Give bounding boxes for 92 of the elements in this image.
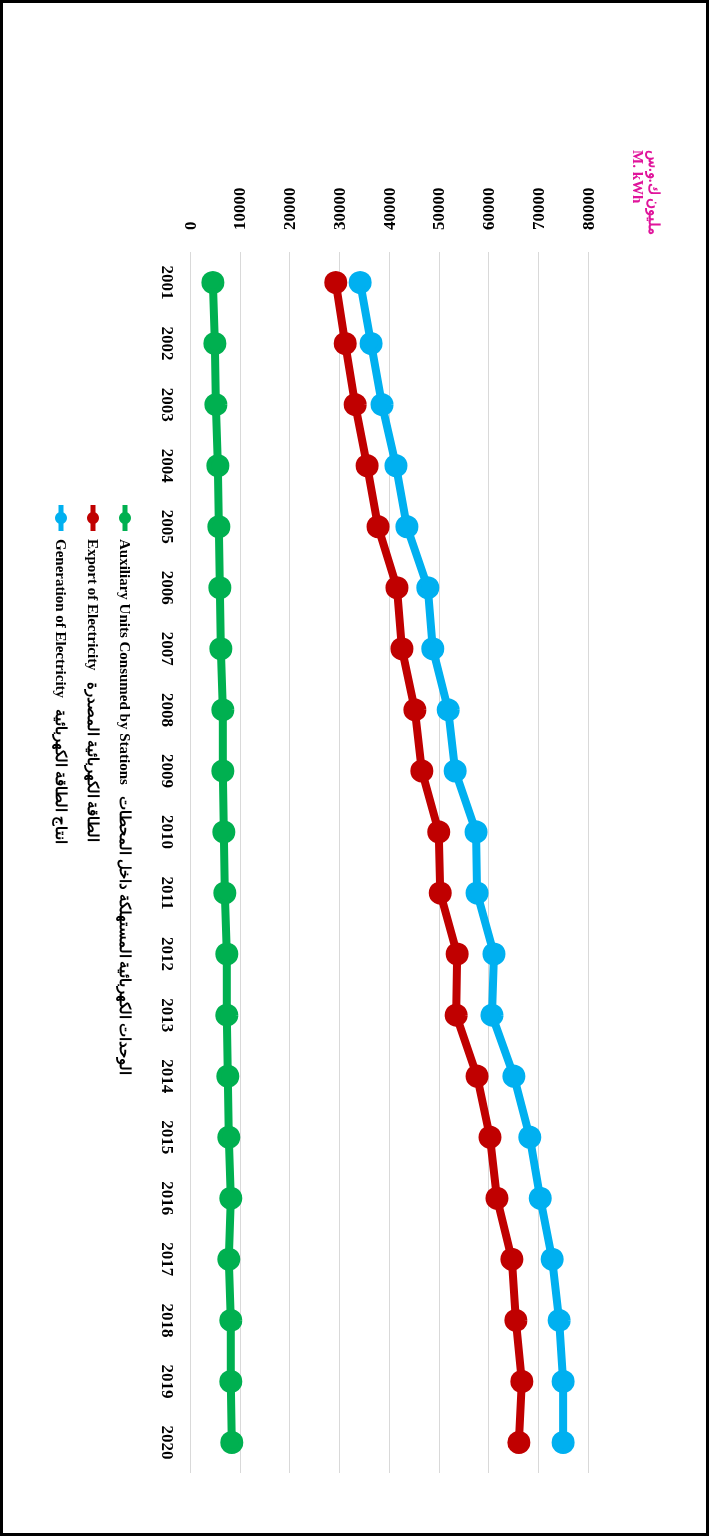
y-tick-label: 2008 xyxy=(158,692,177,727)
point xyxy=(215,942,239,966)
point xyxy=(465,1064,489,1088)
x-tick-label: 60000 xyxy=(479,187,498,230)
y-tick-label: 2019 xyxy=(158,1364,177,1399)
point xyxy=(220,1430,244,1454)
y-tick-label: 2011 xyxy=(158,876,177,910)
point xyxy=(510,1369,534,1393)
point xyxy=(201,271,225,295)
point xyxy=(217,1125,241,1149)
point xyxy=(427,820,451,844)
y-tick-label: 2006 xyxy=(158,570,177,605)
point xyxy=(343,393,367,417)
point xyxy=(540,1247,564,1271)
point xyxy=(504,1308,528,1332)
y-tick-label: 2005 xyxy=(158,509,177,544)
y-tick-label: 2003 xyxy=(158,387,177,422)
y-tick-label: 2001 xyxy=(158,265,177,300)
point xyxy=(428,881,452,905)
point xyxy=(547,1308,571,1332)
point xyxy=(480,1003,504,1027)
x-tick-label: 30000 xyxy=(329,187,349,230)
point xyxy=(219,1308,243,1332)
point xyxy=(213,881,237,905)
legend-label: Export of Electricity الطاقة الكهربائية المصدرة xyxy=(84,539,101,843)
point xyxy=(370,393,394,417)
point xyxy=(482,942,506,966)
point xyxy=(445,942,469,966)
point xyxy=(464,820,488,844)
point xyxy=(416,576,440,600)
x-tick-label: 50000 xyxy=(429,187,449,230)
legend-label: Generation of Electricity انتاج الطاقة الكهربائية xyxy=(52,539,69,844)
point xyxy=(219,1369,243,1393)
y-tick-label: 2013 xyxy=(158,998,177,1033)
point xyxy=(478,1125,502,1149)
point xyxy=(436,698,460,722)
point xyxy=(209,637,233,661)
point xyxy=(421,637,445,661)
x-tick-label: 80000 xyxy=(578,187,598,230)
y-tick-label: 2012 xyxy=(158,937,177,972)
point xyxy=(410,759,434,783)
point xyxy=(444,1003,468,1027)
y-tick-label: 2007 xyxy=(158,631,177,667)
point xyxy=(208,576,232,600)
point xyxy=(206,454,230,478)
point xyxy=(203,332,227,356)
point xyxy=(215,1003,239,1027)
point xyxy=(219,1186,243,1210)
point xyxy=(216,1064,240,1088)
x-tick-label: 0 xyxy=(180,221,200,230)
point xyxy=(333,332,357,356)
y-tick-label: 2017 xyxy=(158,1242,177,1277)
point xyxy=(348,271,372,295)
point xyxy=(518,1125,542,1149)
y-tick-label: 2014 xyxy=(158,1059,177,1094)
y-tick-label: 2004 xyxy=(158,448,177,484)
point xyxy=(551,1430,575,1454)
y-tick-label: 2020 xyxy=(158,1425,177,1460)
x-tick-label: 20000 xyxy=(280,187,299,230)
x-tick-label: 10000 xyxy=(230,187,250,230)
y-tick-label: 2018 xyxy=(158,1303,177,1338)
point xyxy=(207,515,231,539)
point xyxy=(403,698,427,722)
point xyxy=(502,1064,526,1088)
y-tick-label: 2009 xyxy=(158,753,177,788)
point xyxy=(324,271,348,295)
point xyxy=(211,698,235,722)
point xyxy=(366,515,390,539)
point xyxy=(212,820,236,844)
y-tick-label: 2016 xyxy=(158,1181,177,1216)
y-tick-label: 2015 xyxy=(158,1120,177,1155)
point xyxy=(355,454,379,478)
point xyxy=(385,576,409,600)
point xyxy=(551,1369,575,1393)
point xyxy=(384,454,408,478)
point xyxy=(507,1430,531,1454)
point xyxy=(465,881,489,905)
point xyxy=(217,1247,241,1271)
point xyxy=(528,1186,552,1210)
x-tick-label: 40000 xyxy=(379,187,399,230)
y-tick-label: 2002 xyxy=(158,326,177,361)
point xyxy=(500,1247,524,1271)
point xyxy=(359,332,383,356)
point xyxy=(485,1186,509,1210)
point xyxy=(395,515,419,539)
point xyxy=(390,637,414,661)
point xyxy=(443,759,467,783)
legend-label: Auxiliary Units Consumed by Stations الوحدات الكهربائية المستهلكة داخل المحطات xyxy=(116,539,133,1076)
y-tick-label: 2010 xyxy=(158,814,177,849)
point xyxy=(211,759,235,783)
x-tick-label: 70000 xyxy=(528,187,548,230)
point xyxy=(204,393,228,417)
